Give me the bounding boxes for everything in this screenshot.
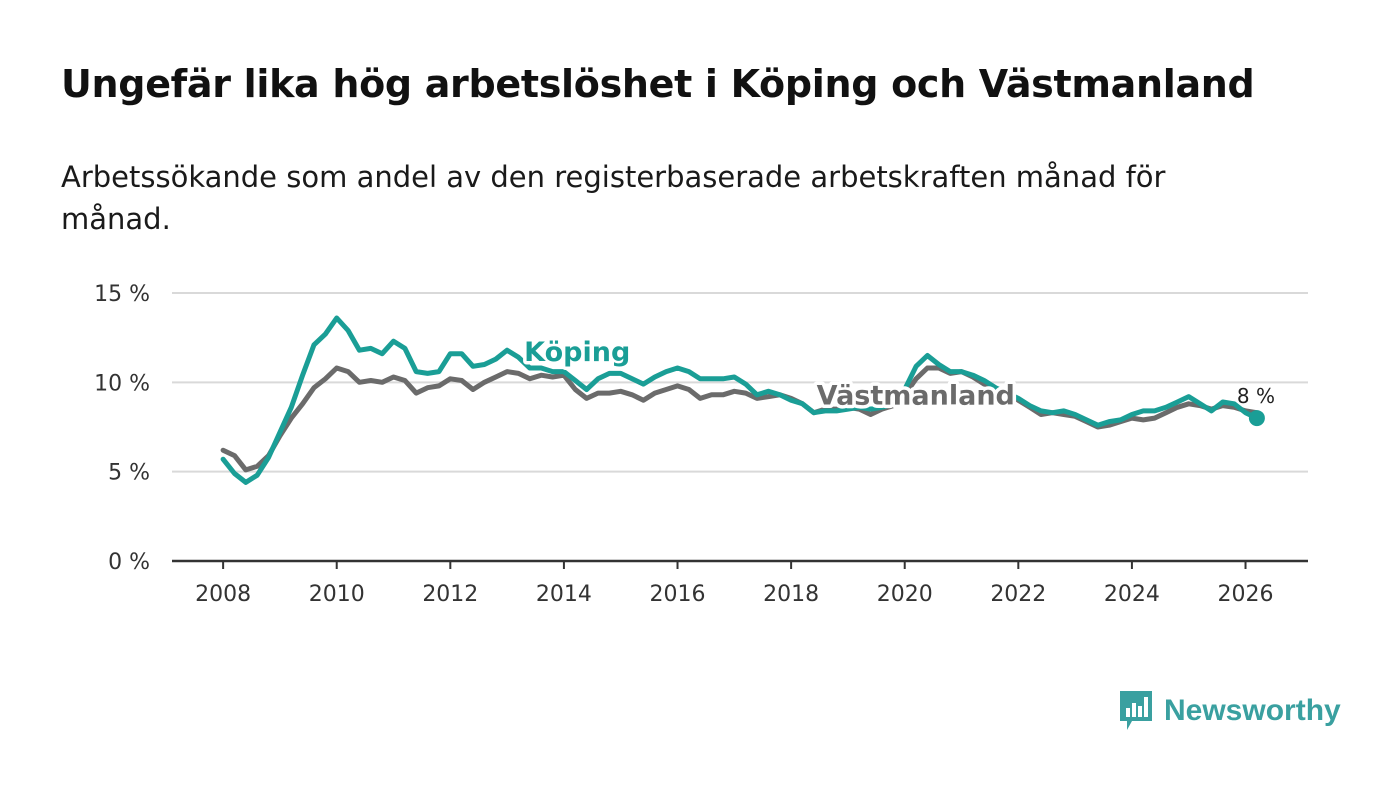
x-tick-label: 2026 (1218, 582, 1274, 607)
series-label-koping: Köping (524, 337, 630, 368)
y-tick-label: 5 % (108, 461, 150, 486)
y-tick-label: 15 % (94, 282, 150, 307)
series-labels: 8 % Köping Västmanland (521, 333, 1275, 415)
x-tick-label: 2012 (422, 582, 478, 607)
series-line-kping (220, 315, 1260, 485)
newsworthy-logo[interactable]: Newsworthy (1118, 689, 1341, 733)
line-chart: 0 %5 %10 %15 % 2008 2010 2012 2014 2016 2018 2… (94, 282, 1308, 607)
y-axis-ticks: 0 % 5 % 10 % 15 % (94, 282, 150, 575)
x-tick-label: 2010 (309, 582, 365, 607)
chart-subtitle: Arbetssökande som andel av den registerb… (61, 160, 1166, 236)
series-label-vastmanland: Västmanland (817, 381, 1015, 412)
end-point-marker (1248, 410, 1265, 427)
end-value-label: 8 % (1237, 384, 1275, 408)
y-tick-label: 0 % (108, 550, 150, 575)
grid-lines (172, 292, 1308, 563)
x-tick-label: 2022 (990, 582, 1046, 607)
brand-name: Newsworthy (1164, 694, 1341, 727)
series-lines (220, 315, 1265, 485)
x-tick-label: 2014 (536, 582, 592, 607)
x-axis-ticks: 2008 2010 2012 2014 2016 2018 2020 2022 2024 2026 (195, 561, 1274, 607)
x-tick-label: 2018 (763, 582, 819, 607)
y-tick-label: 10 % (94, 371, 150, 396)
bar-chart-bubble-icon (1120, 691, 1152, 730)
x-tick-label: 2020 (877, 582, 933, 607)
x-tick-label: 2024 (1104, 582, 1160, 607)
x-tick-label: 2008 (195, 582, 251, 607)
x-tick-label: 2016 (650, 582, 706, 607)
chart-title: Ungefär lika hög arbetslöshet i Köping o… (61, 62, 1255, 106)
